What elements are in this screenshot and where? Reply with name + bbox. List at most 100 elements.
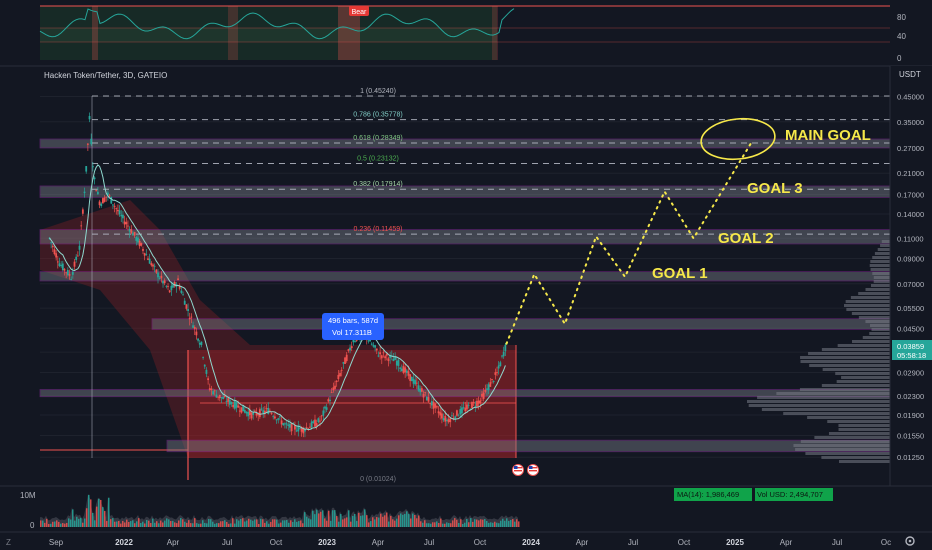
candle-body [456, 410, 458, 416]
volume-profile-bar [852, 340, 890, 343]
candle-body [200, 341, 203, 346]
candle-body [128, 229, 131, 232]
volume-bar [92, 512, 94, 527]
candle-body [379, 352, 382, 355]
time-axis[interactable]: Sep 2022 Apr Jul Oct 2023 Apr Jul Oct 2024 Apr Jul O… [49, 538, 891, 547]
price-tick: 0.09000 [897, 254, 924, 263]
volume-bar [394, 520, 396, 527]
volume-bar [380, 513, 382, 527]
zoom-icon[interactable]: Z [6, 538, 11, 547]
volume-bar [344, 518, 346, 527]
volume-profile-bar [799, 388, 890, 391]
volume-bar [64, 523, 66, 527]
candle-body [440, 413, 443, 419]
volume-bar [204, 522, 206, 527]
volume-profile-bar [865, 288, 890, 291]
candle-body [437, 411, 440, 414]
volume-bar [132, 520, 134, 527]
candle-body [86, 143, 89, 145]
candle-body [275, 419, 278, 421]
goal-3-label: GOAL 3 [747, 180, 803, 197]
candle-body [73, 261, 76, 267]
volume-bar [384, 515, 386, 527]
candle-body [270, 413, 273, 415]
volume-bar [50, 523, 52, 527]
volume-bar [330, 520, 332, 527]
candle-body [267, 407, 270, 414]
bear-label: Bear [352, 9, 367, 16]
candle-body [290, 423, 293, 432]
volume-bar [418, 515, 420, 527]
candle-body [162, 280, 164, 284]
volume-bar [472, 521, 474, 527]
candle-body [319, 420, 321, 422]
candle-body [245, 411, 248, 414]
volume-bar [312, 510, 314, 527]
settings-gear-icon[interactable] [905, 536, 915, 546]
volume-bar [332, 510, 334, 527]
candle-body [157, 272, 159, 278]
candle-body [310, 421, 313, 428]
volume-bar [510, 519, 512, 527]
volume-bar [356, 520, 358, 527]
volume-bar [288, 522, 290, 527]
candle-body [427, 397, 430, 402]
volume-bar [190, 523, 192, 527]
candle-body [294, 425, 296, 430]
volume-bar [416, 518, 418, 527]
price-tick: 0.01550 [897, 432, 924, 441]
volume-bar [160, 520, 162, 527]
volume-bar [484, 519, 486, 527]
volume-bar [424, 520, 426, 527]
price-axis[interactable]: USDT 0.45000 0.35000 0.27000 0.21000 0.17000… [889, 66, 932, 486]
goal-2-label: GOAL 2 [718, 230, 774, 247]
volume-bar [216, 523, 218, 527]
volume-bar [178, 520, 180, 527]
volume-bar [174, 522, 176, 527]
volume-bar [78, 518, 80, 527]
candle-body [299, 428, 301, 430]
candle-body [71, 271, 74, 275]
volume-bar [102, 507, 104, 527]
volume-bar [266, 521, 268, 527]
volume-bar [238, 520, 240, 527]
candle-body [382, 352, 385, 354]
candle-body [295, 430, 298, 432]
volume-bar [474, 519, 476, 527]
candle-body [315, 423, 318, 426]
candle-body [324, 406, 326, 409]
time-tick: Oc [881, 538, 891, 547]
volume-bar [414, 515, 416, 527]
candle-body [138, 240, 141, 247]
volume-bar [352, 515, 354, 527]
candle-body [312, 421, 315, 423]
candle-body [195, 331, 198, 336]
volume-bar [348, 510, 350, 527]
volume-bar [180, 518, 182, 527]
volume-profile-bar [841, 376, 890, 379]
candle-body [345, 354, 348, 361]
candle-body [91, 166, 94, 168]
volume-profile-bar [843, 304, 890, 307]
candle-body [137, 237, 139, 243]
candle-body [479, 400, 482, 404]
candle-body [352, 339, 355, 343]
volume-bar [292, 521, 294, 527]
candle-body [153, 265, 156, 267]
candle-body [370, 343, 373, 345]
candle-body [442, 418, 445, 421]
candle-body [242, 405, 245, 412]
candle-body [185, 304, 188, 309]
volume-bar [272, 519, 274, 527]
volume-bar [366, 515, 368, 527]
volume-bar [400, 513, 402, 527]
candle-body [76, 255, 79, 257]
candle-body [471, 402, 473, 409]
volume-bar [170, 521, 172, 527]
price-candles [48, 112, 507, 438]
volume-bar [58, 521, 60, 527]
candle-body [417, 385, 420, 391]
volume-profile-bar [872, 256, 890, 259]
candle-body [461, 407, 463, 414]
